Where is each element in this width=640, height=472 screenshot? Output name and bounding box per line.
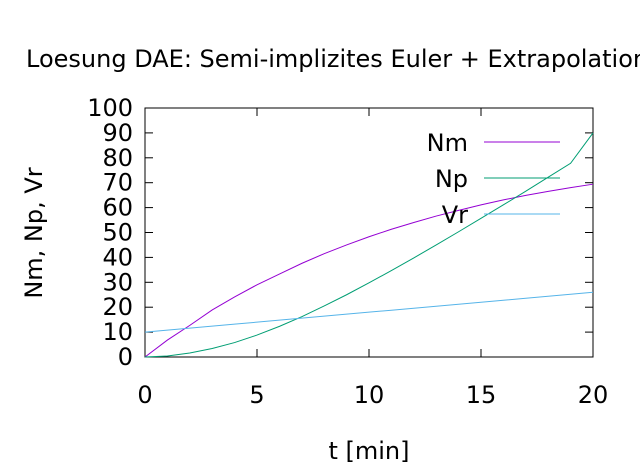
plot-frame-group bbox=[144, 107, 594, 358]
x-tick-label: 15 bbox=[466, 381, 497, 409]
series-line-np bbox=[144, 132, 594, 358]
x-axis-ticks: 0 5 10 15 20 bbox=[137, 108, 608, 409]
x-tick-label: 10 bbox=[354, 381, 385, 409]
y-tick-label: 100 bbox=[87, 94, 133, 122]
y-axis-label: Nm, Np, Vr bbox=[20, 167, 48, 298]
x-tick-label: 5 bbox=[249, 381, 264, 409]
y-tick-label: 20 bbox=[102, 293, 133, 321]
legend: Nm Np Vr bbox=[427, 129, 560, 229]
x-axis-label: t [min] bbox=[328, 437, 409, 465]
chart-title: Loesung DAE: Semi-implizites Euler + Ext… bbox=[26, 45, 640, 73]
y-tick-label: 40 bbox=[102, 243, 133, 271]
legend-label-vr: Vr bbox=[442, 201, 468, 229]
plot-frame bbox=[144, 107, 594, 358]
y-tick-label: 10 bbox=[102, 318, 133, 346]
series-line-vr bbox=[144, 291, 594, 333]
legend-label-np: Np bbox=[435, 165, 468, 193]
legend-label-nm: Nm bbox=[427, 129, 468, 157]
y-tick-label: 70 bbox=[102, 169, 133, 197]
y-tick-label: 30 bbox=[102, 268, 133, 296]
x-tick-label: 20 bbox=[578, 381, 609, 409]
series-lines bbox=[144, 132, 594, 358]
series-line-nm bbox=[144, 183, 594, 358]
y-tick-label: 80 bbox=[102, 144, 133, 172]
y-tick-label: 50 bbox=[102, 219, 133, 247]
y-tick-label: 60 bbox=[102, 194, 133, 222]
y-tick-label: 0 bbox=[118, 343, 133, 371]
x-tick-label: 0 bbox=[137, 381, 152, 409]
y-tick-label: 90 bbox=[102, 119, 133, 147]
